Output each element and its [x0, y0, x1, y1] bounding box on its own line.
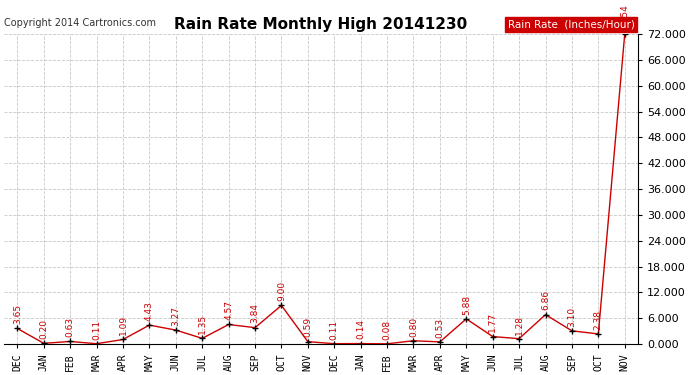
Text: 1.35: 1.35: [198, 314, 207, 334]
Text: 0.08: 0.08: [382, 320, 391, 340]
Text: 5.88: 5.88: [462, 295, 471, 315]
Text: 1.77: 1.77: [489, 312, 497, 332]
Text: 1.09: 1.09: [119, 315, 128, 335]
Text: 1.28: 1.28: [515, 315, 524, 334]
Text: 2.38: 2.38: [594, 310, 603, 330]
Text: 9.00: 9.00: [277, 281, 286, 301]
Text: 68.54: 68.54: [620, 4, 629, 30]
Text: 3.27: 3.27: [171, 306, 180, 326]
Text: 0.11: 0.11: [330, 320, 339, 339]
Text: 0.53: 0.53: [435, 318, 444, 338]
Text: 0.20: 0.20: [39, 319, 48, 339]
Text: 0.59: 0.59: [304, 317, 313, 338]
Text: 0.80: 0.80: [409, 316, 418, 337]
Text: 3.10: 3.10: [567, 306, 576, 327]
Text: Copyright 2014 Cartronics.com: Copyright 2014 Cartronics.com: [4, 18, 156, 28]
Text: 3.65: 3.65: [13, 304, 22, 324]
Text: 3.84: 3.84: [250, 303, 259, 324]
Text: Rain Rate  (Inches/Hour): Rain Rate (Inches/Hour): [508, 20, 635, 29]
Text: 0.14: 0.14: [356, 320, 365, 339]
Text: 4.57: 4.57: [224, 300, 233, 320]
Text: 0.63: 0.63: [66, 317, 75, 337]
Text: 6.86: 6.86: [541, 290, 550, 310]
Text: 4.43: 4.43: [145, 301, 154, 321]
Text: 0.11: 0.11: [92, 320, 101, 339]
Title: Rain Rate Monthly High 20141230: Rain Rate Monthly High 20141230: [175, 16, 468, 32]
